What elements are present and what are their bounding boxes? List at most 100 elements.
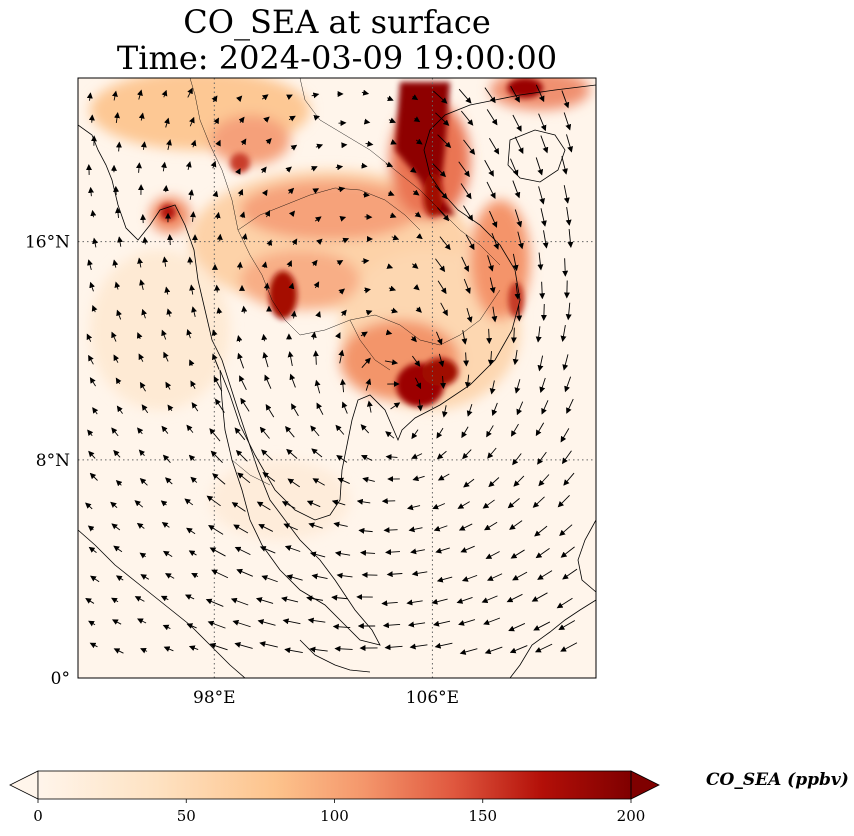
wind-arrow (111, 331, 117, 342)
wind-arrow (516, 401, 524, 416)
wind-arrow (283, 523, 298, 531)
wind-arrow (542, 230, 549, 249)
wind-arrow (288, 115, 296, 122)
wind-arrow (509, 645, 528, 654)
wind-arrow (160, 161, 167, 172)
colorbar-max-extend (630, 770, 660, 800)
wind-arrow (209, 428, 221, 442)
wind-arrow (236, 335, 243, 343)
wind-arrow (163, 351, 169, 362)
wind-arrow (281, 501, 296, 509)
wind-arrow (162, 624, 171, 631)
wind-arrow (259, 641, 278, 648)
wind-arrow (261, 333, 268, 342)
wind-arrow (385, 161, 394, 168)
wind-arrow (384, 644, 403, 651)
wind-arrow (412, 189, 420, 196)
wind-arrow (512, 180, 521, 199)
wind-arrow (162, 256, 169, 267)
wind-arrow (335, 424, 345, 435)
wind-arrow (310, 425, 320, 437)
wind-arrow (512, 253, 519, 272)
wind-arrow (236, 261, 243, 270)
wind-arrow (564, 376, 572, 393)
wind-arrow (85, 502, 93, 510)
wind-arrow (209, 642, 228, 651)
wind-arrow (237, 188, 244, 197)
wind-arrow (436, 576, 453, 583)
wind-arrow (363, 287, 371, 294)
wind-arrow (235, 449, 248, 462)
wind-arrow (139, 279, 145, 290)
wind-arrow (434, 185, 448, 200)
wind-arrow (285, 426, 295, 438)
wind-arrow (209, 547, 226, 557)
wind-arrow (139, 552, 147, 559)
wind-arrow (339, 378, 346, 393)
wind-arrow (162, 454, 171, 463)
wind-arrow (206, 495, 221, 507)
wind-arrow (116, 309, 122, 320)
wind-arrow (358, 527, 373, 534)
wind-arrow (265, 138, 272, 145)
wind-arrow (438, 353, 445, 368)
wind-arrow (336, 260, 344, 266)
wind-arrow (185, 161, 192, 170)
wind-arrow (456, 597, 473, 604)
wind-arrow (359, 549, 376, 556)
wind-arrow (313, 281, 320, 289)
wind-arrow (309, 551, 326, 558)
wind-arrow (410, 548, 425, 555)
wind-arrow (561, 450, 572, 465)
wind-arrow (282, 618, 301, 625)
wind-arrow (186, 623, 197, 629)
wind-arrow (161, 521, 170, 528)
wind-arrow (512, 571, 528, 581)
wind-arrow (215, 139, 221, 147)
wind-arrow (417, 399, 424, 412)
wind-arrow (517, 231, 524, 250)
wind-arrow (462, 449, 472, 460)
wind-arrow (491, 306, 498, 323)
wind-arrow (188, 454, 196, 462)
wind-arrow (539, 281, 546, 300)
wind-arrow (436, 427, 444, 439)
wind-arrow (115, 575, 124, 582)
wind-arrow (88, 114, 95, 123)
lat-tick-label: 0° (51, 669, 70, 689)
wind-arrow (261, 575, 278, 583)
wind-arrow (537, 355, 544, 372)
wind-arrow (235, 168, 241, 175)
wind-arrow (160, 595, 169, 602)
wind-arrow (138, 112, 145, 121)
wind-arrow (386, 571, 403, 578)
wind-arrow (510, 327, 517, 344)
wind-arrow (416, 233, 423, 240)
wind-arrow (308, 522, 323, 529)
wind-arrow (291, 403, 299, 417)
colorbar-min-extend (9, 770, 39, 800)
wind-arrow (141, 308, 148, 319)
wind-arrow (458, 161, 470, 178)
wind-arrow (362, 476, 375, 483)
wind-arrow (138, 449, 146, 457)
wind-arrow (487, 351, 494, 366)
wind-arrow (134, 500, 144, 508)
wind-arrow (535, 84, 545, 103)
wind-arrow (86, 92, 93, 101)
wind-arrow (437, 280, 447, 295)
wind-arrow (535, 157, 544, 176)
colorbar-tick-label: 100 (320, 807, 349, 825)
wind-arrow (290, 144, 298, 151)
wind-arrow (488, 477, 500, 488)
wind-arrow (385, 431, 395, 439)
wind-arrow (561, 90, 570, 109)
wind-arrow (312, 188, 320, 194)
wind-arrow (191, 572, 199, 579)
wind-arrow (514, 283, 521, 300)
wind-arrow (90, 209, 97, 218)
wind-arrow (316, 238, 323, 245)
wind-arrow (538, 113, 547, 132)
wind-arrow (285, 166, 292, 173)
